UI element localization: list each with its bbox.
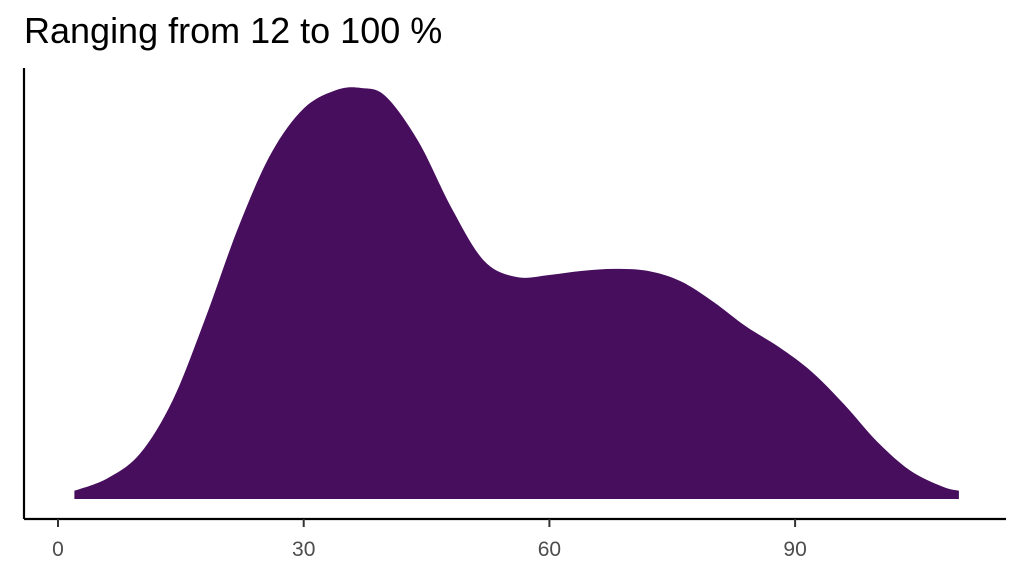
x-tick-label: 90 [783,538,806,561]
chart-title: Ranging from 12 to 100 % [24,10,443,51]
x-axis-ticks: 0 30 60 90 [52,519,807,561]
density-area [74,87,959,500]
x-tick-label: 60 [538,538,561,561]
x-tick-label: 30 [292,538,315,561]
x-tick-label: 0 [52,538,64,561]
chart-marks [74,87,959,500]
